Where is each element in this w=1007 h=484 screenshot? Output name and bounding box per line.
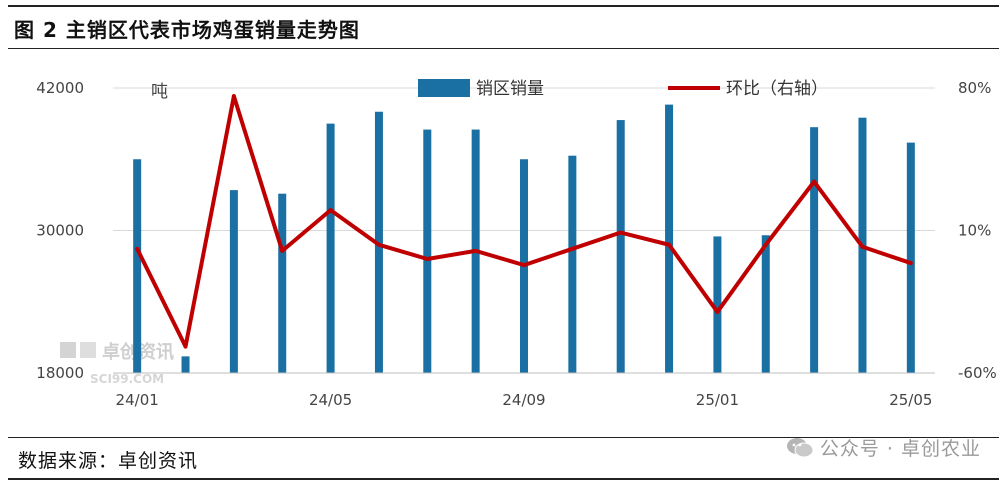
x-tick-label: 24/05 (309, 391, 352, 409)
line-point (183, 344, 188, 349)
wechat-attribution: 公众号 · 卓创农业 (786, 434, 981, 461)
x-tick-label: 25/05 (889, 391, 932, 409)
line-point (328, 208, 333, 213)
line-series (135, 94, 913, 349)
line-point (618, 230, 623, 235)
bottom-rule-thick (8, 478, 999, 480)
bar (906, 142, 915, 373)
bar (761, 235, 770, 373)
axes: 18000 30000 42000 -60% 10% 80% 24/01 24/05 24/09… (36, 79, 996, 409)
watermark-logo-icon-2 (80, 342, 96, 358)
line-point (667, 242, 672, 247)
right-tick-label: -60% (958, 364, 997, 382)
bar (181, 356, 190, 373)
title-rule (8, 48, 999, 49)
bar (568, 155, 577, 373)
x-tick-label: 24/01 (116, 391, 159, 409)
line-point (812, 179, 817, 184)
line-point (763, 242, 768, 247)
watermark-logo-icon (60, 342, 76, 358)
bar (423, 129, 432, 373)
left-tick-label: 30000 (36, 222, 84, 240)
legend-bar-label: 销区销量 (476, 79, 544, 99)
line-point (425, 257, 430, 261)
x-tick-label: 25/01 (696, 391, 739, 409)
x-tick-label: 24/09 (502, 391, 545, 409)
legend-line-label: 环比（右轴） (726, 79, 828, 99)
wechat-icon (786, 437, 814, 457)
line-point (908, 261, 913, 266)
line-point (715, 309, 720, 314)
bar (278, 193, 287, 373)
line-point (860, 244, 865, 249)
line-point (522, 263, 526, 268)
line-point (570, 246, 575, 251)
bar (616, 120, 625, 373)
legend-bar-swatch (418, 79, 470, 97)
left-tick-label: 42000 (36, 79, 84, 97)
line-point (376, 242, 381, 247)
line-point (473, 248, 478, 253)
bottom-rule (8, 437, 999, 438)
bar (133, 159, 142, 373)
watermark-sub-text: SCI99.COM (90, 372, 164, 386)
legend: 销区销量 环比（右轴） (418, 79, 828, 99)
bar (810, 127, 819, 373)
left-axis-unit-label: 吨 (151, 82, 168, 102)
right-tick-label: 10% (958, 222, 991, 240)
line-point (135, 246, 140, 251)
bar (713, 236, 722, 373)
wechat-label: 公众号 · 卓创农业 (819, 438, 981, 460)
left-tick-label: 18000 (36, 364, 84, 382)
line-point (280, 248, 285, 253)
bar (326, 123, 335, 373)
top-rule (8, 5, 999, 7)
bar (665, 104, 674, 373)
right-tick-label: 80% (958, 79, 991, 97)
bar (229, 190, 238, 373)
source-note: 数据来源：卓创资讯 (18, 450, 199, 472)
line-point (231, 94, 236, 99)
figure-title: 图 2 主销区代表市场鸡蛋销量走势图 (14, 18, 360, 42)
